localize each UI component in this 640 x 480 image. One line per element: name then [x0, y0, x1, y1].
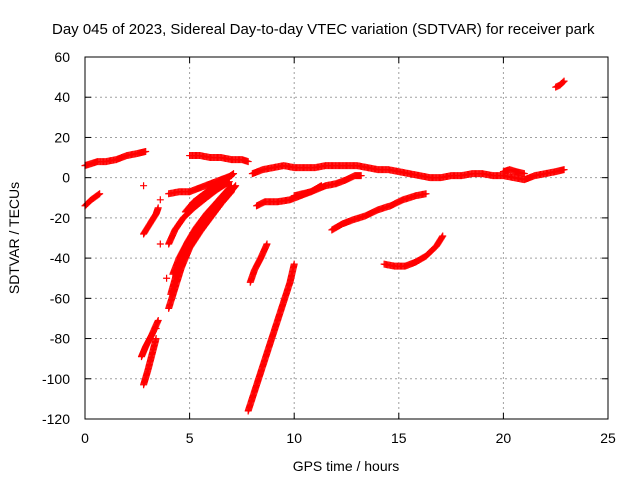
series-arc-20 — [380, 232, 447, 270]
data-point — [560, 166, 568, 174]
data-point — [520, 170, 528, 178]
data-point — [142, 148, 150, 156]
data-point — [152, 325, 160, 332]
series-arc-21 — [552, 77, 568, 91]
y-tick-label: -40 — [50, 250, 70, 266]
x-tick-label: 0 — [81, 430, 89, 446]
y-tick-label: 60 — [54, 49, 70, 65]
data-point — [227, 183, 235, 191]
y-tick-label: -120 — [42, 411, 70, 427]
series-arc-5 — [140, 335, 160, 389]
y-axis-label: SDTVAR / TECUs — [6, 182, 22, 294]
data-point — [156, 240, 164, 248]
data-point — [439, 232, 447, 240]
series-arc-11 — [181, 170, 238, 216]
x-tick-label: 10 — [286, 430, 302, 446]
series-arc-12 — [186, 152, 252, 166]
data-point — [357, 172, 365, 180]
y-tick-label: -100 — [42, 371, 70, 387]
series-arc-14 — [244, 260, 298, 415]
plot-frame — [84, 56, 609, 420]
series-arc-18 — [290, 172, 365, 200]
data-point — [438, 233, 446, 241]
data-point — [227, 182, 235, 190]
data-point — [560, 77, 568, 85]
series-arc-16 — [248, 162, 568, 184]
data-point — [156, 196, 164, 204]
series-arc-19 — [328, 190, 430, 234]
series-arc-4 — [137, 316, 162, 361]
series-isolated — [140, 182, 171, 332]
series-arc-15 — [253, 182, 325, 210]
data-point — [163, 274, 171, 282]
axis-ticks: 0 5 10 15 20 25 -120 -100 -80 -60 -40 -20 0 20 40 60 — [42, 49, 616, 446]
data-point — [229, 170, 237, 178]
data-points — [81, 77, 568, 415]
x-axis-label: GPS time / hours — [293, 458, 400, 474]
grid-lines — [85, 57, 608, 419]
y-tick-label: 40 — [54, 89, 70, 105]
series-arc-17 — [499, 166, 528, 178]
data-point — [290, 260, 298, 268]
x-tick-label: 25 — [600, 430, 616, 446]
series-arc-3 — [140, 204, 162, 238]
y-tick-label: -60 — [50, 290, 70, 306]
y-tick-label: -80 — [50, 331, 70, 347]
series-arc-8 — [169, 182, 235, 278]
data-point — [96, 190, 104, 198]
data-point — [263, 240, 271, 248]
data-point — [95, 190, 103, 198]
y-tick-label: -20 — [50, 210, 70, 226]
series-arc-13 — [246, 240, 271, 286]
y-tick-label: 0 — [62, 170, 70, 186]
data-point — [140, 182, 148, 190]
x-tick-label: 15 — [391, 430, 407, 446]
data-point — [154, 204, 162, 212]
chart-title: Day 045 of 2023, Sidereal Day-to-day VTE… — [52, 21, 595, 38]
data-point — [422, 190, 430, 198]
y-tick-label: 20 — [54, 129, 70, 145]
data-point — [558, 79, 566, 87]
data-point — [230, 170, 238, 178]
x-tick-label: 5 — [186, 430, 194, 446]
data-point — [154, 316, 162, 324]
data-point — [152, 335, 160, 343]
series-arc-1 — [81, 148, 150, 170]
data-point — [244, 158, 252, 166]
x-tick-label: 20 — [496, 430, 512, 446]
data-point — [559, 78, 567, 86]
